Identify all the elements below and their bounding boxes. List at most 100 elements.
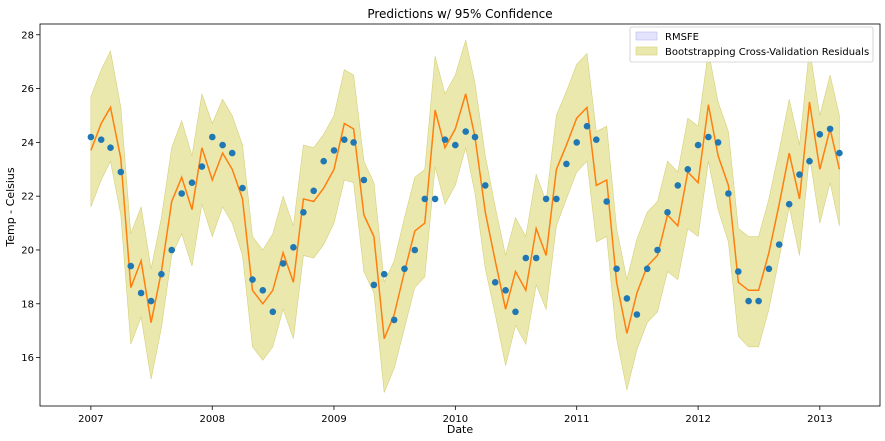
observed-point <box>563 160 570 168</box>
observed-point <box>320 157 328 165</box>
observed-point <box>259 287 267 294</box>
observed-point <box>380 270 388 278</box>
confidence-band-layer <box>90 40 840 393</box>
observed-point <box>603 198 610 205</box>
observed-point <box>239 184 246 192</box>
x-tick-label: 2008 <box>200 414 225 425</box>
observed-point <box>471 133 479 141</box>
observed-point <box>188 179 196 186</box>
observed-point <box>330 147 338 154</box>
observed-point <box>462 128 470 135</box>
observed-point <box>97 136 105 143</box>
observed-point <box>360 176 368 184</box>
observed-point <box>664 209 671 216</box>
observed-point <box>785 200 793 208</box>
observed-point <box>684 166 692 173</box>
observed-point <box>107 144 114 151</box>
observed-point <box>725 190 732 197</box>
observed-point <box>633 311 641 318</box>
x-tick-label: 2013 <box>807 414 832 425</box>
y-tick-label: 26 <box>21 84 34 95</box>
observed-point <box>341 136 348 143</box>
observed-point <box>583 122 591 130</box>
observed-point <box>593 136 600 143</box>
observed-point <box>300 209 307 216</box>
observed-point <box>796 171 803 178</box>
observed-point <box>279 260 287 267</box>
y-axis-label: Temp - Celsius <box>4 167 17 248</box>
y-tick-label: 20 <box>21 245 34 256</box>
observed-point <box>401 265 408 273</box>
observed-point <box>705 133 712 141</box>
x-tick-label: 2011 <box>564 414 589 425</box>
observed-point <box>452 141 459 149</box>
observed-point <box>643 265 651 273</box>
x-axis: 2007 2008 2009 2010 2011 2012 2013 <box>78 406 833 425</box>
observed-point <box>390 316 398 324</box>
observed-point <box>755 297 762 305</box>
observed-point <box>441 136 449 143</box>
observed-point <box>532 254 540 262</box>
observed-point <box>573 139 580 146</box>
observed-point <box>775 241 783 248</box>
observed-point <box>370 281 378 289</box>
legend-label-rmsfe: RMSFE <box>665 32 699 43</box>
observed-point <box>654 246 661 254</box>
observed-point <box>219 141 226 149</box>
observed-point <box>198 163 206 170</box>
observed-point <box>542 195 550 203</box>
y-tick-label: 28 <box>21 30 34 41</box>
observed-point <box>836 149 843 157</box>
observed-point <box>553 195 560 203</box>
observed-point <box>117 168 125 176</box>
plot-frame <box>39 23 881 407</box>
y-tick-label: 22 <box>21 192 34 203</box>
observed-point <box>816 131 824 138</box>
observed-point <box>806 157 813 165</box>
observed-point <box>127 262 135 270</box>
y-tick-label: 16 <box>21 353 34 364</box>
legend-swatch-bootstrap <box>635 46 658 56</box>
observed-point <box>735 268 742 275</box>
legend-label-bootstrap: Bootstrapping Cross-Validation Residuals <box>665 47 869 58</box>
observed-point <box>431 195 439 203</box>
observed-point <box>290 244 297 251</box>
observed-point <box>482 182 489 189</box>
observed-point <box>623 295 631 302</box>
confidence-band <box>90 40 840 393</box>
observed-point <box>826 125 834 133</box>
prediction-line-layer <box>90 93 841 339</box>
observed-points-layer <box>87 122 843 324</box>
observed-point <box>745 297 752 305</box>
x-axis-label: Date <box>447 423 474 436</box>
prediction-line <box>90 93 841 339</box>
observed-point <box>269 308 277 316</box>
observed-point <box>411 246 419 254</box>
observed-point <box>158 270 165 278</box>
observed-point <box>178 190 185 197</box>
observed-point <box>249 276 256 283</box>
observed-point <box>87 133 95 141</box>
observed-point <box>714 139 722 146</box>
observed-point <box>228 149 236 157</box>
observed-point <box>491 279 499 286</box>
observed-point <box>310 187 318 195</box>
legend-swatch-rmsfe <box>635 31 658 41</box>
x-tick-label: 2010 <box>443 414 468 425</box>
observed-point <box>765 265 773 273</box>
x-tick-label: 2007 <box>78 414 103 425</box>
y-axis: 16 18 20 22 24 26 28 <box>21 30 40 364</box>
observed-point <box>137 289 145 297</box>
y-tick-label: 24 <box>21 138 34 149</box>
observed-point <box>502 287 509 294</box>
observed-point <box>168 246 175 254</box>
observed-point <box>522 254 530 262</box>
y-tick-label: 18 <box>21 299 34 310</box>
chart-title: Predictions w/ 95% Confidence <box>367 7 552 21</box>
observed-point <box>421 195 429 203</box>
observed-point <box>147 297 155 305</box>
observed-point <box>512 308 519 316</box>
x-tick-label: 2009 <box>321 414 346 425</box>
observed-point <box>350 139 357 146</box>
